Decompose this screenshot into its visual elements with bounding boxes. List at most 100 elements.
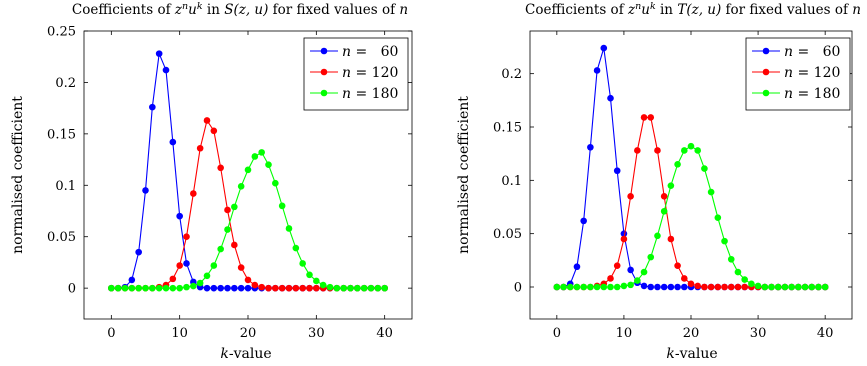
title-text: Coefficients of: [72, 2, 175, 18]
legend-var-n: n: [784, 65, 793, 81]
series-2-point: [251, 281, 259, 289]
series-1-point: [593, 67, 601, 74]
series-2-point: [183, 233, 190, 241]
legend-entry-1: n = 60: [342, 44, 398, 60]
series-2-point: [313, 284, 320, 292]
chart-title: Coefficients of znuk in S(z, u) for fixe…: [72, 1, 408, 18]
series-1-point: [647, 283, 655, 291]
series-2-point: [169, 275, 177, 283]
y-tick-label: 0: [68, 282, 76, 297]
series-2-point: [627, 193, 634, 200]
series-2-point: [285, 284, 293, 292]
series-2-point: [647, 114, 655, 121]
series-1-point: [660, 283, 668, 291]
series-2-point: [727, 283, 735, 291]
legend-marker: [762, 68, 770, 76]
series-3-point: [721, 237, 728, 245]
series-1-point: [580, 217, 587, 225]
series-3-point: [754, 282, 762, 290]
title-text: Coefficients of: [525, 2, 628, 18]
series-2-point: [278, 284, 286, 292]
series-3-point: [265, 161, 272, 169]
series-3-point: [299, 260, 306, 267]
x-tick-label: 10: [616, 326, 633, 341]
series-3-point: [313, 277, 320, 285]
series-3-point: [774, 283, 782, 291]
legend-marker: [320, 68, 328, 76]
x-axis-label: k-value: [220, 346, 271, 362]
series-1-point: [600, 44, 608, 52]
series-3-point: [687, 142, 695, 150]
series-2-point: [680, 275, 688, 282]
legend-value: = 120: [793, 65, 840, 81]
title-var-z: z: [174, 2, 183, 18]
title-fn-name: T: [677, 2, 687, 18]
series-3-point: [381, 284, 388, 292]
series-3-point: [333, 284, 341, 292]
series-3-point: [272, 179, 279, 187]
x-tick-label: 30: [308, 326, 325, 341]
series-3-point: [680, 147, 688, 154]
legend-var-n: n: [784, 44, 793, 60]
series-3-point: [748, 280, 755, 288]
series-3-point: [190, 282, 197, 290]
plot-area: [108, 50, 388, 292]
series-2-point: [299, 284, 306, 292]
series-3-point: [121, 284, 129, 292]
x-tick-label: 0: [553, 326, 561, 341]
series-3-point: [203, 272, 211, 280]
series-1-point: [135, 248, 142, 256]
series-3-point: [258, 149, 265, 156]
series-3-point: [251, 153, 259, 160]
x-tick-label: 40: [817, 326, 834, 341]
series-2-point: [640, 114, 648, 121]
series-1-point: [169, 138, 177, 146]
series-2-point: [272, 284, 279, 292]
legend-var-n: n: [342, 44, 351, 60]
series-3-point: [587, 283, 594, 291]
y-tick-label: 0.25: [47, 25, 76, 40]
series-1-point: [640, 282, 648, 290]
series-2-point: [613, 262, 621, 269]
series-2-point: [687, 280, 695, 288]
series-3-point: [714, 214, 722, 221]
series-3-point: [162, 284, 170, 292]
series-2-point: [634, 147, 641, 154]
series-3-point: [815, 283, 822, 291]
series-2-point: [674, 262, 681, 269]
series-3-point: [613, 283, 621, 291]
series-3-point: [367, 284, 375, 292]
series-3-point: [244, 166, 252, 174]
y-tick-label: 0.1: [55, 179, 76, 194]
series-2-point: [660, 193, 668, 200]
series-3-point: [340, 284, 347, 292]
legend-entry-3: n = 180: [342, 86, 398, 102]
series-1-point: [573, 263, 581, 271]
series-3-point: [667, 182, 675, 189]
legend-entry-2: n = 120: [342, 65, 398, 81]
title-var-n: n: [399, 2, 408, 18]
series-2-point: [721, 283, 728, 291]
title-text: for fixed values of: [721, 2, 852, 18]
series-2-point: [224, 206, 231, 214]
series-3-point: [647, 253, 655, 261]
legend-value: = 180: [351, 86, 398, 102]
y-tick-label: 0.15: [47, 127, 76, 142]
chart-panel-2: Coefficients of znuk in T(z, u) for fixe…: [456, 1, 861, 362]
series-2-point: [265, 284, 272, 292]
series-3-point: [142, 284, 149, 292]
y-axis-label: normalised coefficient: [10, 96, 26, 254]
x-tick-label: 20: [683, 326, 700, 341]
legend-value: = 120: [351, 65, 398, 81]
series-3-point: [566, 283, 574, 291]
series-3-point: [224, 226, 231, 233]
series-3-point: [600, 283, 608, 291]
series-3-point: [580, 283, 587, 291]
series-1-point: [203, 284, 211, 292]
series-1-point: [680, 283, 688, 291]
series-1-point: [244, 284, 252, 292]
series-3-point: [354, 284, 361, 292]
y-axis-label: normalised coefficient: [456, 96, 472, 254]
series-3-point: [734, 268, 742, 276]
series-1-point: [128, 276, 136, 284]
